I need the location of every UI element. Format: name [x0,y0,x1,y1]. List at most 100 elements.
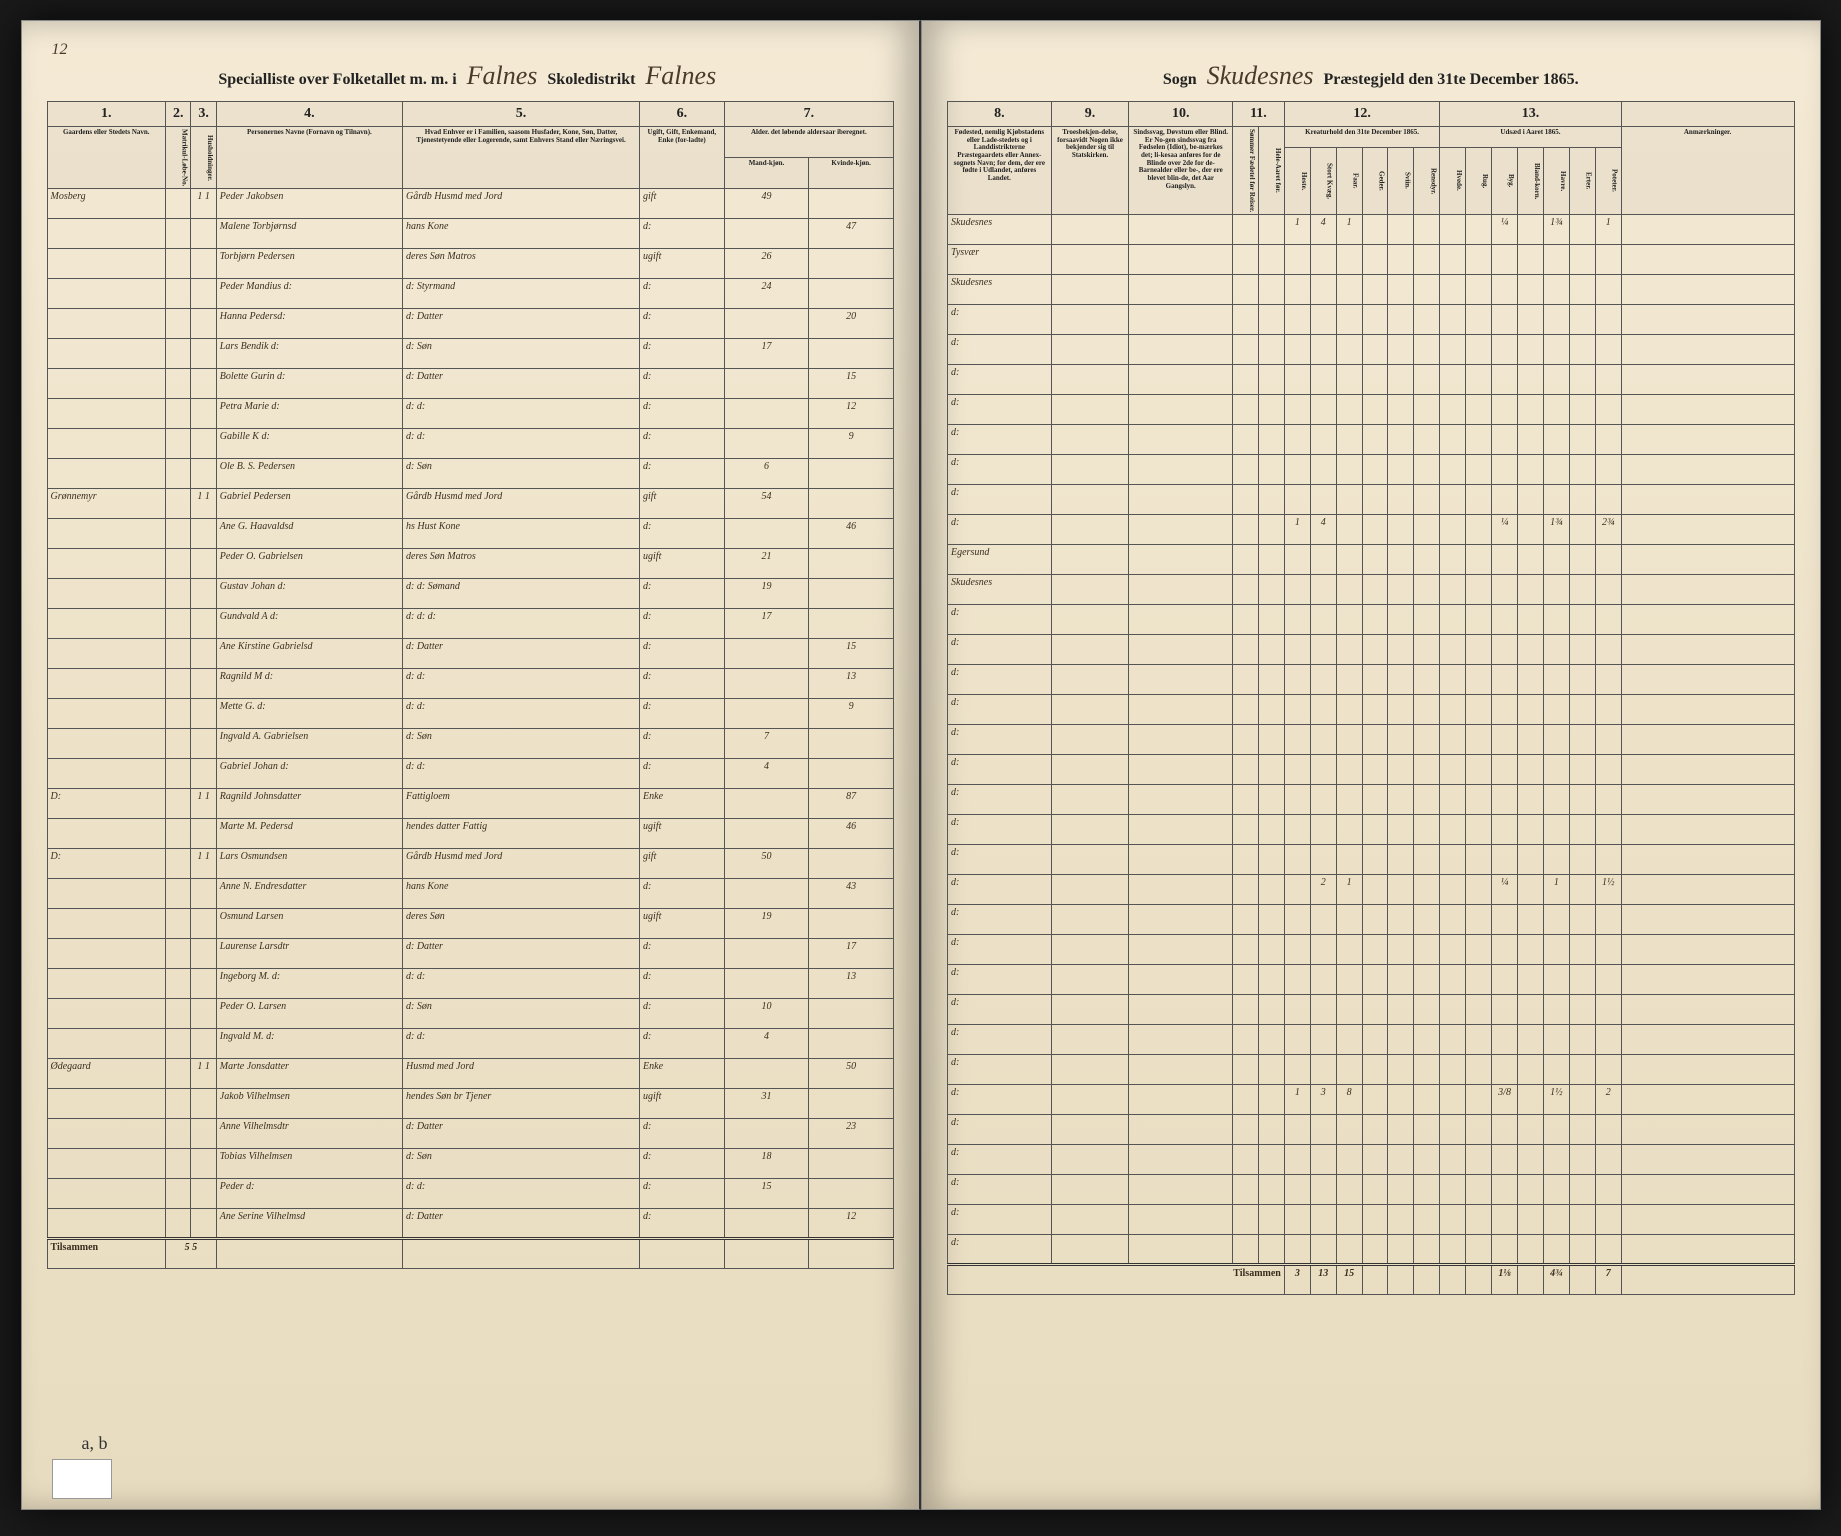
c11b-cell [1258,395,1284,425]
table-row: Gustav Johan d:d: d: Sømandd:19 [47,579,894,609]
role-cell: d: Datter [403,1209,640,1239]
status-cell: d: [640,369,725,399]
c13-1-cell [1466,665,1492,695]
h13a: Hvede. [1440,147,1466,214]
female-age-cell: 15 [809,639,894,669]
remarks-cell [1621,305,1794,335]
male-age-cell [724,969,809,999]
c12-3-cell [1362,395,1388,425]
c11a-cell [1233,665,1259,695]
female-age-cell [809,759,894,789]
c12-2-cell [1336,395,1362,425]
c13-6-cell: 1 [1595,215,1621,245]
c11b-cell [1258,1235,1284,1265]
remarks-cell [1621,995,1794,1025]
c13-2-cell: ¼ [1492,215,1518,245]
male-age-cell: 10 [724,999,809,1029]
remarks-cell [1621,725,1794,755]
faith-cell [1051,755,1129,785]
c12-5-cell [1414,1145,1440,1175]
c12-0-cell [1284,725,1310,755]
c11a-cell [1233,275,1259,305]
table-row: d: [948,1025,1795,1055]
hh-cell [191,519,216,549]
birth-cell: d: [948,905,1052,935]
female-age-cell: 9 [809,429,894,459]
c12-0-cell [1284,635,1310,665]
status-cell: d: [640,279,725,309]
status-cell: d: [640,699,725,729]
table-row: Ragnild M d:d: d:d:13 [47,669,894,699]
c12-5-cell [1414,725,1440,755]
hh-cell [191,279,216,309]
matr-cell [166,1119,191,1149]
c12-5-cell [1414,1235,1440,1265]
c13-5-cell [1569,935,1595,965]
c13-4-cell [1543,815,1569,845]
disability-cell [1129,1145,1233,1175]
c12-4-cell [1388,1175,1414,1205]
remarks-cell [1621,755,1794,785]
c12-1-cell [1310,845,1336,875]
c13-4-cell [1543,395,1569,425]
hh-cell [191,669,216,699]
farm-cell: D: [47,789,166,819]
female-age-cell: 12 [809,1209,894,1239]
c11a-cell [1233,905,1259,935]
female-age-cell [809,1179,894,1209]
c11a-cell [1233,995,1259,1025]
c13-0-cell [1440,695,1466,725]
c13-0-cell [1440,1235,1466,1265]
status-cell: ugift [640,819,725,849]
c12-4-cell [1388,905,1414,935]
c13-6-cell: 1½ [1595,875,1621,905]
c13-2-cell [1492,1055,1518,1085]
matr-cell [166,279,191,309]
hh-cell [191,729,216,759]
c12-1-cell [1310,485,1336,515]
c11a-cell [1233,575,1259,605]
c13-4-cell [1543,1235,1569,1265]
disability-cell [1129,695,1233,725]
col9-num: 9. [1051,102,1129,127]
female-age-cell [809,189,894,219]
c12-2-cell [1336,485,1362,515]
c12-2-cell [1336,1025,1362,1055]
h9: Troesbekjen-delse, forsaavidt Nogen ikke… [1051,127,1129,215]
c13-3-cell [1518,1175,1544,1205]
disability-cell [1129,755,1233,785]
c13-4-cell [1543,425,1569,455]
c13-6-cell [1595,395,1621,425]
farm-cell [47,459,166,489]
male-age-cell [724,369,809,399]
c12-2-cell: 1 [1336,215,1362,245]
disability-cell [1129,365,1233,395]
birth-cell: d: [948,725,1052,755]
table-row: Peder d:d: d:d:15 [47,1179,894,1209]
c13-3-cell [1518,275,1544,305]
h12b: Stort Kvæg. [1310,147,1336,214]
right-header: Sogn Skudesnes Præstegjeld den 31te Dece… [947,51,1795,91]
table-row: D:1 1Ragnild JohnsdatterFattigloemEnke87 [47,789,894,819]
h4: Personernes Navne (Fornavn og Tilnavn). [216,127,402,189]
fv13-3 [1518,1265,1544,1295]
c12-2-cell: 1 [1336,875,1362,905]
table-row: d: [948,815,1795,845]
c13-5-cell [1569,1175,1595,1205]
matr-cell [166,879,191,909]
name-cell: Mette G. d: [216,699,402,729]
c13-0-cell [1440,395,1466,425]
c12-0-cell [1284,575,1310,605]
role-cell: d: d: [403,429,640,459]
c12-5-cell [1414,425,1440,455]
name-cell: Malene Torbjørnsd [216,219,402,249]
birth-cell: d: [948,815,1052,845]
h6: Ugift, Gift, Enkemand, Enke (for-ladte) [640,127,725,189]
c12-3-cell [1362,845,1388,875]
right-page: Sogn Skudesnes Præstegjeld den 31te Dece… [921,20,1821,1510]
c11b-cell [1258,875,1284,905]
h12a: Heste. [1284,147,1310,214]
c12-0-cell [1284,1025,1310,1055]
c11b-cell [1258,455,1284,485]
c12-5-cell [1414,1115,1440,1145]
